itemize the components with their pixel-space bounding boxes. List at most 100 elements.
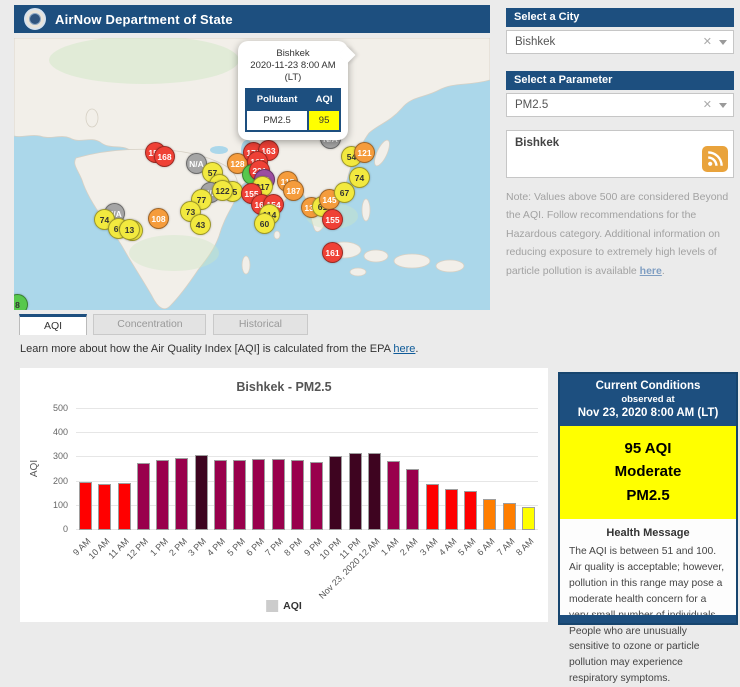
conditions-aqi-value: 95 AQI (624, 440, 672, 457)
map-marker[interactable]: 43 (190, 214, 211, 235)
feed-box-text: Bishkek (515, 137, 560, 149)
health-message-title: Health Message (606, 526, 690, 539)
learn-more-suffix: . (415, 343, 419, 355)
map-popup: Bishkek 2020-11-23 8:00 AM (LT) Pollutan… (238, 41, 356, 140)
city-select-value: Bishkek (515, 36, 556, 48)
chart-bar[interactable] (271, 458, 285, 530)
x-tick-label: 7 AM (494, 536, 517, 558)
chart-bar[interactable] (464, 491, 478, 530)
map-marker[interactable]: 155 (322, 209, 343, 230)
x-tick-label: 2 PM (167, 536, 189, 558)
note-text: Note: Values above 500 are considered Be… (506, 188, 734, 280)
chart-bar[interactable] (117, 483, 131, 530)
chart-bar[interactable] (425, 484, 439, 530)
map-marker[interactable]: 121 (354, 142, 375, 163)
map-marker[interactable]: 13 (119, 219, 140, 240)
chart-bar[interactable] (233, 460, 247, 530)
note-body: Note: Values above 500 are considered Be… (506, 191, 729, 277)
chart-bar[interactable] (387, 461, 401, 530)
gridline (76, 456, 538, 458)
conditions-title: Current Conditions (595, 380, 701, 392)
chart-bar[interactable] (252, 459, 266, 530)
city-clear-icon[interactable]: ✕ (702, 36, 712, 48)
y-tick-label: 400 (52, 427, 68, 438)
city-caret-icon[interactable] (719, 39, 727, 45)
y-axis-label: AQI (29, 459, 41, 478)
chart-bar[interactable] (136, 463, 150, 530)
x-tick-label: 10 AM (86, 536, 112, 562)
y-tick-label: 500 (52, 403, 68, 413)
x-tick-label: 8 PM (282, 536, 305, 558)
x-tick-label: 6 AM (475, 536, 497, 558)
popup-col-pollutant: Pollutant (244, 87, 310, 111)
chart-bar[interactable] (444, 488, 458, 530)
map-marker[interactable]: 122 (212, 180, 233, 201)
learn-more-here-link[interactable]: here (393, 343, 416, 355)
app-title: AirNow Department of State (55, 11, 233, 27)
chart-bar[interactable] (406, 468, 420, 530)
x-tick-label: 4 AM (436, 536, 459, 558)
chart-bar[interactable] (367, 452, 381, 530)
gridline (76, 432, 538, 434)
chart-bar[interactable] (348, 453, 362, 530)
gridline (76, 529, 538, 530)
world-aqi-map[interactable]: 70152168N/A5778N/A751227773128108N/A7469… (14, 38, 490, 310)
note-here-link[interactable]: here (639, 264, 662, 277)
conditions-aqi-pollutant: PM2.5 (626, 486, 670, 504)
chart-bar[interactable] (79, 482, 93, 530)
feed-box[interactable]: Bishkek (506, 130, 734, 178)
conditions-aqi-block: 95 AQI Moderate PM2.5 (560, 426, 736, 519)
chart-bar[interactable] (213, 459, 227, 530)
chart-bar[interactable] (329, 456, 343, 530)
parameter-caret-icon[interactable] (719, 102, 727, 108)
x-tick-label: 2 AM (398, 536, 420, 558)
popup-datetime: 2020-11-23 8:00 AM (250, 59, 336, 71)
tab-concentration[interactable]: Concentration (93, 314, 207, 335)
popup-pollutant-value: PM2.5 (244, 108, 310, 132)
gridline (76, 480, 538, 482)
chart-bar[interactable] (521, 507, 535, 530)
map-markers: 70152168N/A5778N/A751227773128108N/A7469… (14, 38, 490, 310)
tab-aqi[interactable]: AQI (19, 314, 87, 335)
city-select[interactable]: Bishkek ✕ (506, 30, 734, 54)
chart-bar[interactable] (194, 455, 208, 530)
chart-bar[interactable] (98, 483, 112, 530)
x-tick-label: 12 PM (124, 536, 151, 562)
chart-bar[interactable] (483, 498, 497, 530)
chart-bar[interactable] (156, 459, 170, 530)
map-marker[interactable]: 108 (148, 208, 169, 229)
map-marker[interactable]: 168 (154, 146, 175, 167)
chart-bar[interactable] (310, 461, 324, 530)
chart-bar[interactable] (502, 503, 516, 530)
popup-timezone: (LT) (284, 71, 302, 83)
page: AirNow Department of State 70152168N/A57… (14, 5, 738, 684)
map-marker[interactable]: 60 (254, 213, 275, 234)
map-marker[interactable]: 8 (14, 294, 28, 310)
popup-col-aqi: AQI (307, 87, 341, 111)
popup-table: Pollutant AQI PM2.5 95 (244, 87, 341, 132)
map-marker[interactable]: 74 (349, 167, 370, 188)
legend-label: AQI (283, 600, 302, 612)
y-tick-label: 0 (62, 524, 68, 534)
tab-historical[interactable]: Historical (212, 314, 308, 335)
x-tick-label: 3 AM (417, 536, 440, 558)
x-tick-label: 7 PM (263, 536, 286, 558)
map-marker[interactable]: 187 (283, 180, 304, 201)
conditions-datetime: Nov 23, 2020 8:00 AM (LT) (577, 407, 719, 419)
chart-bar[interactable] (290, 460, 304, 530)
map-marker[interactable]: 161 (322, 242, 343, 263)
map-marker[interactable]: 67 (334, 182, 355, 203)
rss-feed-icon[interactable] (702, 146, 728, 172)
parameter-select[interactable]: PM2.5 ✕ (506, 93, 734, 117)
parameter-clear-icon[interactable]: ✕ (702, 99, 712, 111)
chart-bar[interactable] (175, 458, 189, 530)
app-header: AirNow Department of State (14, 5, 490, 33)
conditions-observed-at: observed at (621, 394, 675, 405)
popup-aqi-value: 95 (307, 108, 341, 132)
y-tick-label: 200 (52, 475, 68, 486)
popup-city: Bishkek (276, 48, 310, 59)
x-tick-label: 1 PM (147, 536, 170, 558)
x-axis-labels: 9 AM 10 AM 11 AM 12 PM 1 PM 2 PM 3 PM 4 PM 5 PM 6… (71, 536, 538, 601)
chart-legend[interactable]: AQI (266, 600, 302, 612)
note-suffix: . (661, 264, 665, 277)
